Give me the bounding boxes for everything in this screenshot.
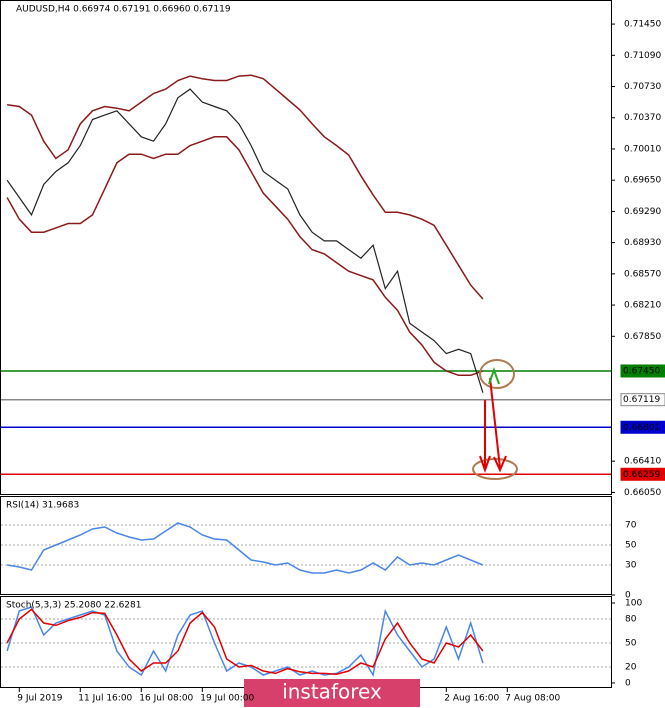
level-label: 0.66259 — [623, 470, 660, 480]
y-tick-label: 0.69290 — [624, 207, 661, 217]
y-tick-label: 0 — [625, 591, 631, 601]
y-tick-label: 100 — [625, 599, 642, 609]
y-tick-label: 0.67850 — [624, 332, 661, 342]
y-tick-label: 0 — [625, 679, 631, 689]
x-tick-label: 9 Jul 2019 — [17, 694, 62, 704]
series-line — [6, 606, 484, 678]
x-tick-label: 7 Aug 08:00 — [505, 694, 560, 704]
y-tick-label: 0.70010 — [624, 144, 661, 154]
series-line — [6, 608, 484, 675]
y-tick-label: 0.66410 — [624, 457, 661, 467]
plot-layer — [1, 74, 611, 678]
y-tick-label: 50 — [625, 639, 637, 649]
y-tick-label: 50 — [625, 541, 637, 551]
y-tick-label: 0.68930 — [624, 238, 661, 248]
series-line — [6, 74, 484, 300]
rsi-title: RSI(14) 31.9683 — [6, 501, 79, 511]
level-label: 0.66801 — [623, 423, 660, 433]
series-line — [6, 136, 484, 377]
chart-title: AUDUSD,H4 0.66974 0.67191 0.66960 0.6711… — [16, 5, 231, 15]
y-tick-label: 0.71450 — [624, 20, 661, 30]
series-line — [6, 522, 484, 574]
x-tick-label: 2 Aug 16:00 — [444, 694, 499, 704]
series-line — [6, 88, 484, 393]
y-tick-label: 0.70730 — [624, 82, 661, 92]
level-label-box — [620, 420, 665, 434]
y-tick-label: 0.69650 — [624, 176, 661, 186]
level-label: 0.67119 — [623, 395, 660, 405]
y-tick-label: 70 — [625, 521, 637, 531]
x-tick-label: 19 Jul 00:00 — [200, 694, 254, 704]
annotation — [472, 359, 518, 480]
level-label-box — [620, 467, 665, 481]
y-tick-label: 0.68570 — [624, 269, 661, 279]
y-tick-label: 0.71090 — [624, 51, 661, 61]
watermark-box — [244, 679, 420, 707]
y-tick-label: 80 — [625, 615, 637, 625]
level-label: 0.67450 — [623, 366, 660, 376]
y-tick-label: 30 — [625, 561, 637, 571]
level-label-box — [620, 364, 665, 378]
y-tick-label: 0.70370 — [624, 113, 661, 123]
watermark: instaforex — [282, 680, 382, 704]
y-tick-label: 0.66050 — [624, 488, 661, 498]
price-panel — [0, 0, 612, 495]
y-tick-label: 0.68210 — [624, 301, 661, 311]
level-label-box — [620, 393, 665, 407]
y-tick-label: 20 — [625, 663, 637, 673]
x-tick-label: 11 Jul 16:00 — [78, 694, 132, 704]
stoch-title: Stoch(5,3,3) 25.2080 22.6281 — [6, 601, 141, 611]
x-tick-label: 16 Jul 08:00 — [139, 694, 193, 704]
